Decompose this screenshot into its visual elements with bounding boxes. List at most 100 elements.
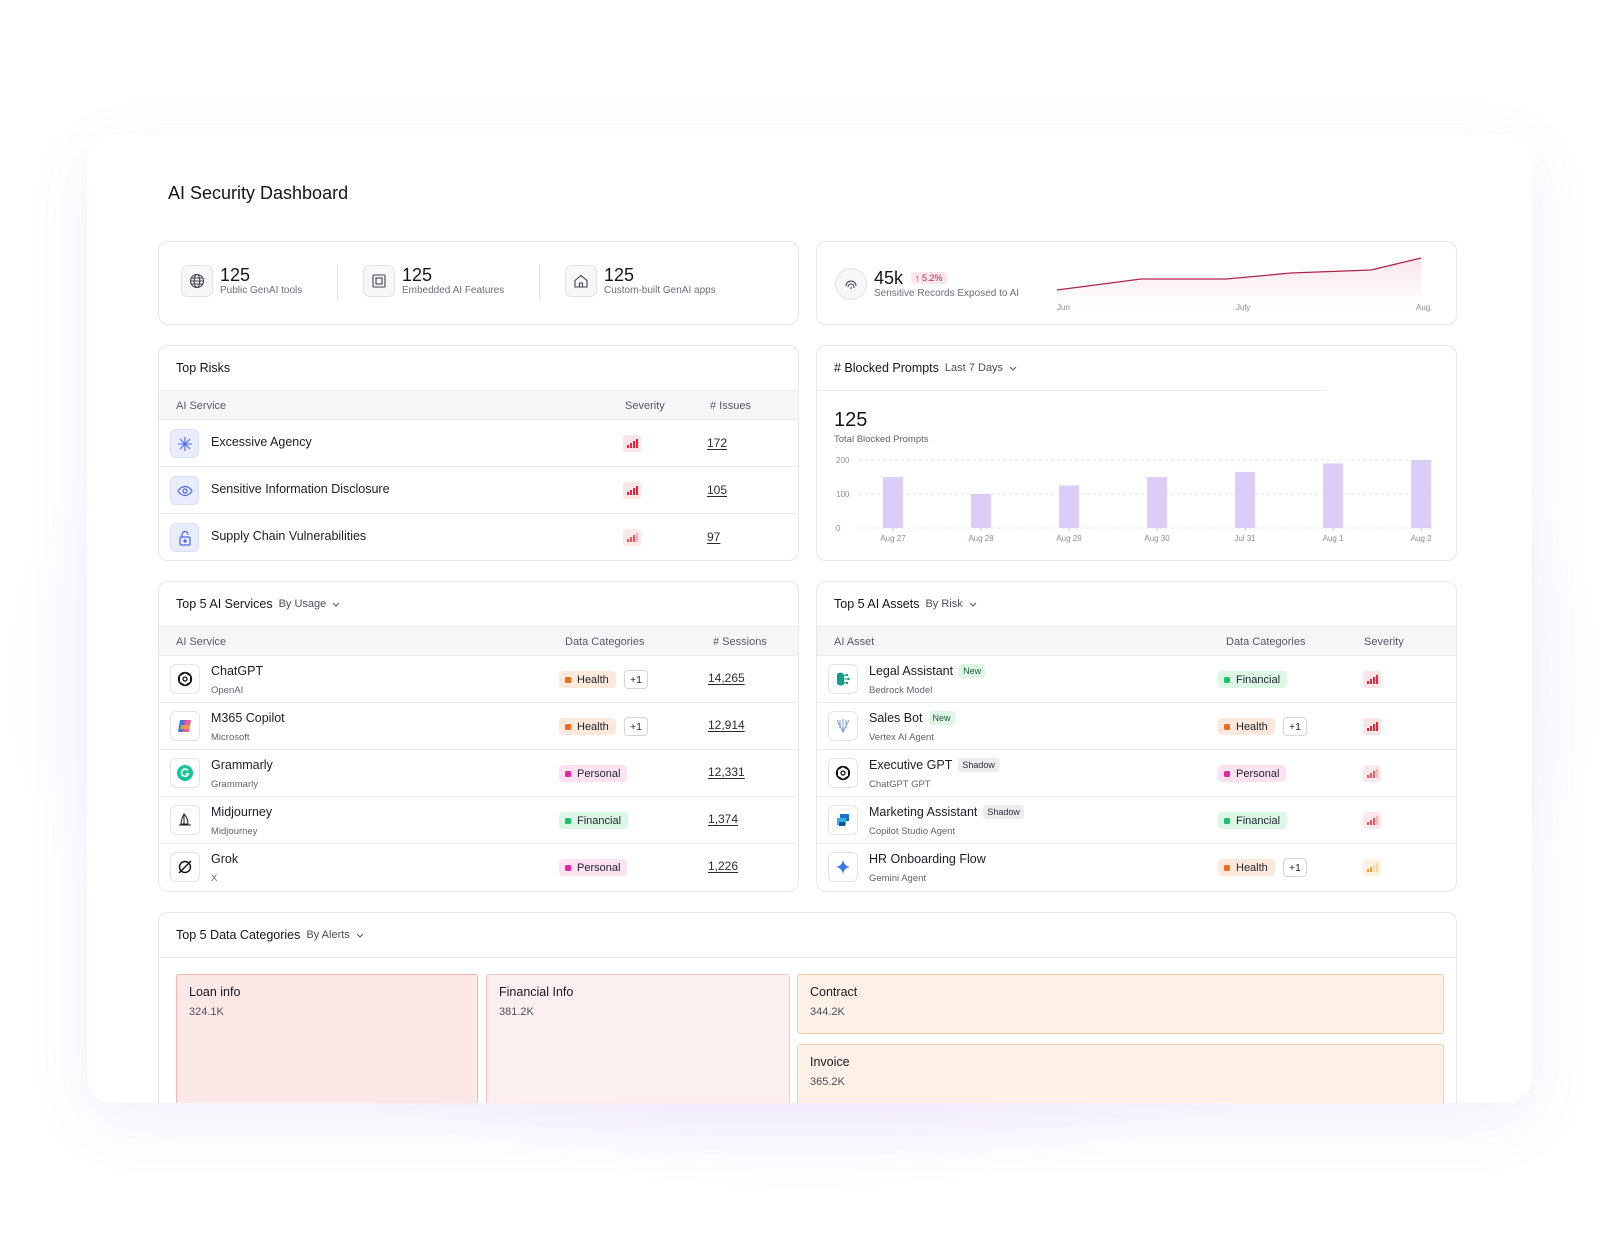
sessions-link[interactable]: 12,914 bbox=[708, 718, 745, 732]
risk-dropdown[interactable]: By Risk bbox=[925, 598, 977, 610]
risk-name: Supply Chain Vulnerabilities bbox=[211, 529, 367, 543]
stat-embedded-features: 125 Embedded AI Features bbox=[363, 265, 504, 297]
sessions-link[interactable]: 1,374 bbox=[708, 812, 739, 826]
sensitive-label: Sensitive Records Exposed to AI bbox=[874, 288, 1020, 299]
table-header: AI Service Severity # Issues bbox=[159, 390, 798, 420]
chevron-down-icon bbox=[356, 933, 364, 938]
stats-card: 125 Public GenAI tools 125 Embedded AI F… bbox=[158, 241, 799, 325]
trend-x-label: July bbox=[1236, 303, 1251, 312]
tag-label: Health bbox=[1236, 720, 1268, 733]
new-badge: New bbox=[959, 664, 986, 678]
panel-title: Top Risks bbox=[176, 361, 231, 375]
trend-area bbox=[1057, 258, 1421, 307]
bedrock-icon bbox=[828, 664, 858, 694]
severity-high-icon bbox=[623, 482, 641, 499]
service-name: ChatGPT bbox=[211, 664, 264, 678]
data-category-tag: Financial bbox=[1218, 812, 1288, 829]
column-header: Severity bbox=[1364, 636, 1404, 648]
data-category-tag: Health bbox=[559, 718, 616, 735]
issues-link[interactable]: 105 bbox=[707, 483, 728, 497]
asset-title: Executive GPT Shadow bbox=[869, 758, 999, 772]
category-tile-loan-info[interactable]: Loan info 324.1K bbox=[176, 974, 478, 1103]
table-header: AI Service Data Categories # Sessions bbox=[159, 626, 798, 656]
more-categories-button[interactable]: +1 bbox=[624, 717, 648, 736]
issues-link[interactable]: 97 bbox=[707, 530, 721, 544]
alerts-dropdown[interactable]: By Alerts bbox=[306, 929, 364, 941]
bar bbox=[1147, 477, 1168, 528]
feature-frame-icon bbox=[363, 265, 395, 297]
chevron-down-icon bbox=[332, 602, 340, 607]
dashboard-window: AI Security Dashboard 125 Public GenAI t… bbox=[87, 135, 1532, 1103]
panel-header: # Blocked Prompts Last 7 Days bbox=[834, 361, 1017, 375]
panel-title: # Blocked Prompts bbox=[834, 361, 939, 375]
stat-label: Custom-built GenAI apps bbox=[604, 285, 716, 296]
sessions-link[interactable]: 1,226 bbox=[708, 859, 739, 873]
usage-dropdown[interactable]: By Usage bbox=[279, 598, 341, 610]
sessions-link[interactable]: 14,265 bbox=[708, 671, 745, 685]
bar bbox=[883, 477, 903, 528]
category-tile-invoice[interactable]: Invoice 365.2K bbox=[797, 1044, 1444, 1103]
range-dropdown[interactable]: Last 7 Days bbox=[945, 362, 1017, 374]
more-categories-button[interactable]: +1 bbox=[1283, 717, 1307, 736]
globe-icon bbox=[181, 265, 213, 297]
new-badge: New bbox=[928, 711, 955, 725]
asset-type: ChatGPT GPT bbox=[869, 779, 931, 790]
table-row[interactable]: Grammarly Grammarly Personal 12,331 bbox=[159, 750, 798, 797]
table-row[interactable]: Grok X Personal 1,226 bbox=[159, 844, 798, 891]
x-tick-label: Aug 27 bbox=[880, 534, 906, 543]
more-categories-button[interactable]: +1 bbox=[1283, 858, 1307, 877]
risk-name: Sensitive Information Disclosure bbox=[211, 482, 390, 496]
stat-value: 125 bbox=[604, 265, 635, 285]
trend-x-label: Aug bbox=[1416, 303, 1431, 312]
more-categories-button[interactable]: +1 bbox=[624, 670, 648, 689]
tile-value: 324.1K bbox=[189, 1006, 224, 1018]
table-row[interactable]: Marketing Assistant Shadow Copilot Studi… bbox=[817, 797, 1456, 844]
table-row[interactable]: Excessive Agency 172 bbox=[159, 420, 798, 467]
table-row[interactable]: Legal Assistant New Bedrock Model Financ… bbox=[817, 656, 1456, 703]
severity-medium-icon bbox=[1363, 812, 1381, 829]
severity-high-icon bbox=[1363, 671, 1381, 688]
bar bbox=[1323, 463, 1344, 528]
sensitive-stat: 45k ↑ 5.2% Sensitive Records Exposed to … bbox=[835, 268, 1019, 300]
risk-dropdown-label: By Risk bbox=[925, 598, 963, 610]
blocked-bar-chart: 0 100 200 Aug 27 Aug 28 Aug 29 Aug 30 Jul 31 Aug… bbox=[836, 456, 1432, 543]
x-tick-label: Aug 30 bbox=[1144, 534, 1170, 543]
openai-icon bbox=[828, 758, 858, 788]
severity-medium-icon bbox=[623, 529, 641, 546]
delta-badge: ↑ 5.2% bbox=[911, 272, 947, 284]
category-tile-contract[interactable]: Contract 344.2K bbox=[797, 974, 1444, 1034]
tile-value: 365.2K bbox=[810, 1076, 845, 1088]
x-tick-label: Aug 29 bbox=[1056, 534, 1082, 543]
sessions-link[interactable]: 12,331 bbox=[708, 765, 745, 779]
table-row[interactable]: Sensitive Information Disclosure 105 bbox=[159, 467, 798, 514]
tag-label: Health bbox=[577, 673, 609, 686]
column-header: # Issues bbox=[710, 400, 751, 412]
shadow-badge: Shadow bbox=[958, 758, 999, 772]
divider bbox=[817, 390, 1327, 391]
bar bbox=[1059, 485, 1080, 528]
tag-label: Health bbox=[1236, 861, 1268, 874]
trend-x-label: Jun bbox=[1057, 303, 1070, 312]
table-row[interactable]: HR Onboarding Flow Gemini Agent Health +… bbox=[817, 844, 1456, 891]
asset-type: Gemini Agent bbox=[869, 873, 927, 884]
tag-label: Financial bbox=[1236, 814, 1281, 827]
column-header: # Sessions bbox=[713, 636, 767, 648]
category-tile-financial-info[interactable]: Financial Info 381.2K bbox=[486, 974, 790, 1103]
trend-line bbox=[1056, 257, 1422, 291]
x-tick-label: Jul 31 bbox=[1234, 534, 1256, 543]
table-row[interactable]: Sales Bot New Vertex AI Agent Health +1 bbox=[817, 703, 1456, 750]
blocked-prompts-card: # Blocked Prompts Last 7 Days 125 Total … bbox=[816, 345, 1457, 561]
page-title: AI Security Dashboard bbox=[168, 183, 349, 203]
tile-title: Invoice bbox=[810, 1055, 850, 1069]
data-category-tag: Personal bbox=[559, 859, 628, 876]
tag-label: Personal bbox=[1236, 767, 1280, 780]
arrow-up-icon: ↑ bbox=[915, 273, 920, 283]
divider bbox=[159, 957, 1456, 958]
table-row[interactable]: Executive GPT Shadow ChatGPT GPT Persona… bbox=[817, 750, 1456, 797]
table-row[interactable]: Midjourney Midjourney Financial 1,374 bbox=[159, 797, 798, 844]
table-row[interactable]: Supply Chain Vulnerabilities 97 bbox=[159, 514, 798, 560]
table-row[interactable]: M365 Copilot Microsoft Health +1 12,914 bbox=[159, 703, 798, 750]
issues-link[interactable]: 172 bbox=[707, 436, 728, 450]
table-row[interactable]: ChatGPT OpenAI Health +1 14,265 bbox=[159, 656, 798, 703]
severity-high-icon bbox=[623, 435, 641, 452]
